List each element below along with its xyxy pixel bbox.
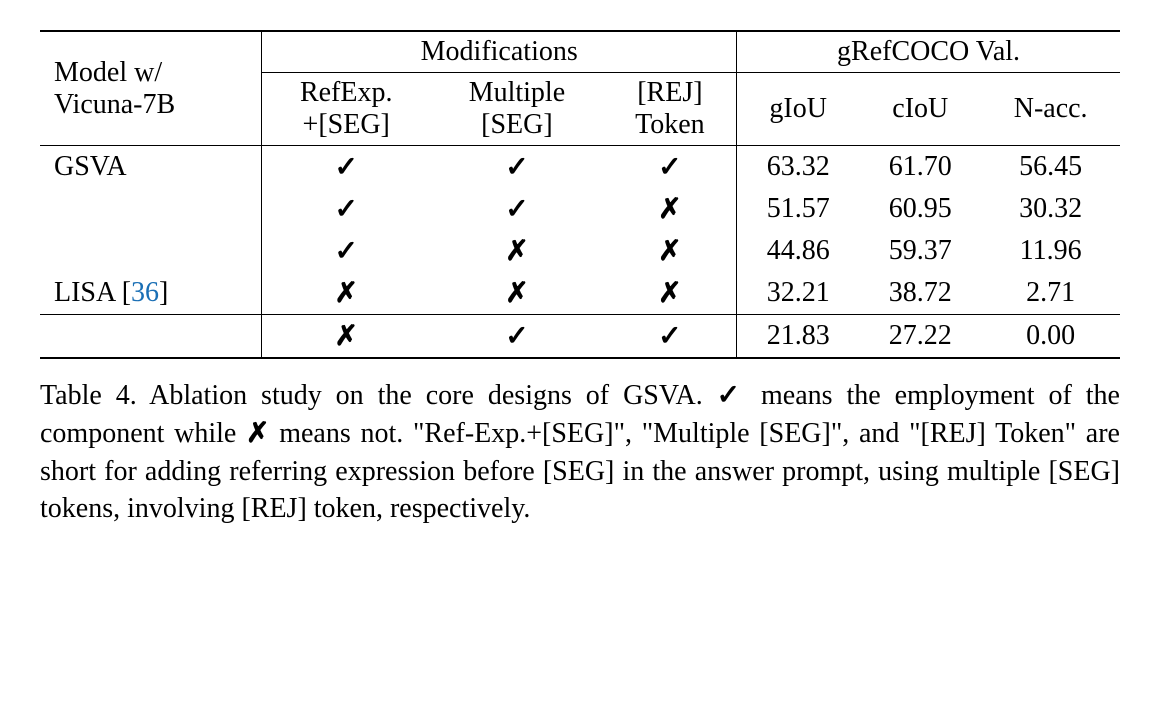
table-row: ✓ ✗ ✗ 44.86 59.37 11.96 [40,230,1120,272]
cell-refexp: ✓ [262,188,430,230]
cell-giou: 44.86 [737,230,860,272]
header-col-ciou: cIoU [859,73,981,146]
cell-model [40,188,262,230]
cross-icon: ✗ [246,418,269,449]
cell-model: GSVA [40,146,262,189]
cell-multiple: ✓ [430,315,604,359]
cell-ciou: 60.95 [859,188,981,230]
header-model-line2: Vicuna-7B [54,89,175,120]
cell-rej: ✗ [604,230,737,272]
cell-multiple: ✗ [430,272,604,315]
cell-refexp: ✗ [262,315,430,359]
cell-multiple: ✓ [430,188,604,230]
cell-ciou: 27.22 [859,315,981,359]
cell-rej: ✗ [604,272,737,315]
header-col-refexp: RefExp. +[SEG] [262,73,430,146]
table-row: ✗ ✓ ✓ 21.83 27.22 0.00 [40,315,1120,359]
cell-giou: 32.21 [737,272,860,315]
cell-multiple: ✗ [430,230,604,272]
cell-giou: 63.32 [737,146,860,189]
cell-model [40,315,262,359]
cell-refexp: ✓ [262,230,430,272]
header-col-multiple-l1: Multiple [469,77,565,108]
cell-giou: 21.83 [737,315,860,359]
header-col-refexp-l2: +[SEG] [303,109,390,140]
caption-prefix: Table 4. Ablation study on the core desi… [40,380,717,411]
header-col-multiple-l2: [SEG] [481,109,553,140]
cell-rej: ✗ [604,188,737,230]
cell-rej: ✓ [604,315,737,359]
cell-giou: 51.57 [737,188,860,230]
cell-nacc: 0.00 [981,315,1120,359]
header-model: Model w/ Vicuna-7B [40,31,262,146]
table-row: ✓ ✓ ✗ 51.57 60.95 30.32 [40,188,1120,230]
cell-ciou: 61.70 [859,146,981,189]
header-col-giou: gIoU [737,73,860,146]
table-row: GSVA ✓ ✓ ✓ 63.32 61.70 56.45 [40,146,1120,189]
ablation-table: Model w/ Vicuna-7B Modifications gRefCOC… [40,30,1120,359]
cell-multiple: ✓ [430,146,604,189]
cell-ciou: 59.37 [859,230,981,272]
header-col-nacc: N-acc. [981,73,1120,146]
cell-nacc: 56.45 [981,146,1120,189]
header-col-rej-l1: [REJ] [637,77,702,108]
table-row: LISA [36] ✗ ✗ ✗ 32.21 38.72 2.71 [40,272,1120,315]
cell-model-cite: [36] [122,277,169,308]
cell-nacc: 11.96 [981,230,1120,272]
cell-nacc: 30.32 [981,188,1120,230]
check-icon: ✓ [717,380,747,411]
cell-nacc: 2.71 [981,272,1120,315]
cell-refexp: ✓ [262,146,430,189]
cell-model: LISA [36] [40,272,262,315]
cell-refexp: ✗ [262,272,430,315]
citation-number: 36 [131,277,159,308]
header-col-rej-l2: Token [635,109,705,140]
cell-model-name: LISA [54,277,115,308]
header-modifications-group: Modifications [262,31,737,73]
header-col-multiple: Multiple [SEG] [430,73,604,146]
cell-model [40,230,262,272]
header-grefcoco-group: gRefCOCO Val. [737,31,1120,73]
header-col-refexp-l1: RefExp. [300,77,393,108]
cell-rej: ✓ [604,146,737,189]
table-caption: Table 4. Ablation study on the core desi… [40,377,1120,528]
header-col-rej: [REJ] Token [604,73,737,146]
header-model-line1: Model w/ [54,57,162,88]
cell-ciou: 38.72 [859,272,981,315]
